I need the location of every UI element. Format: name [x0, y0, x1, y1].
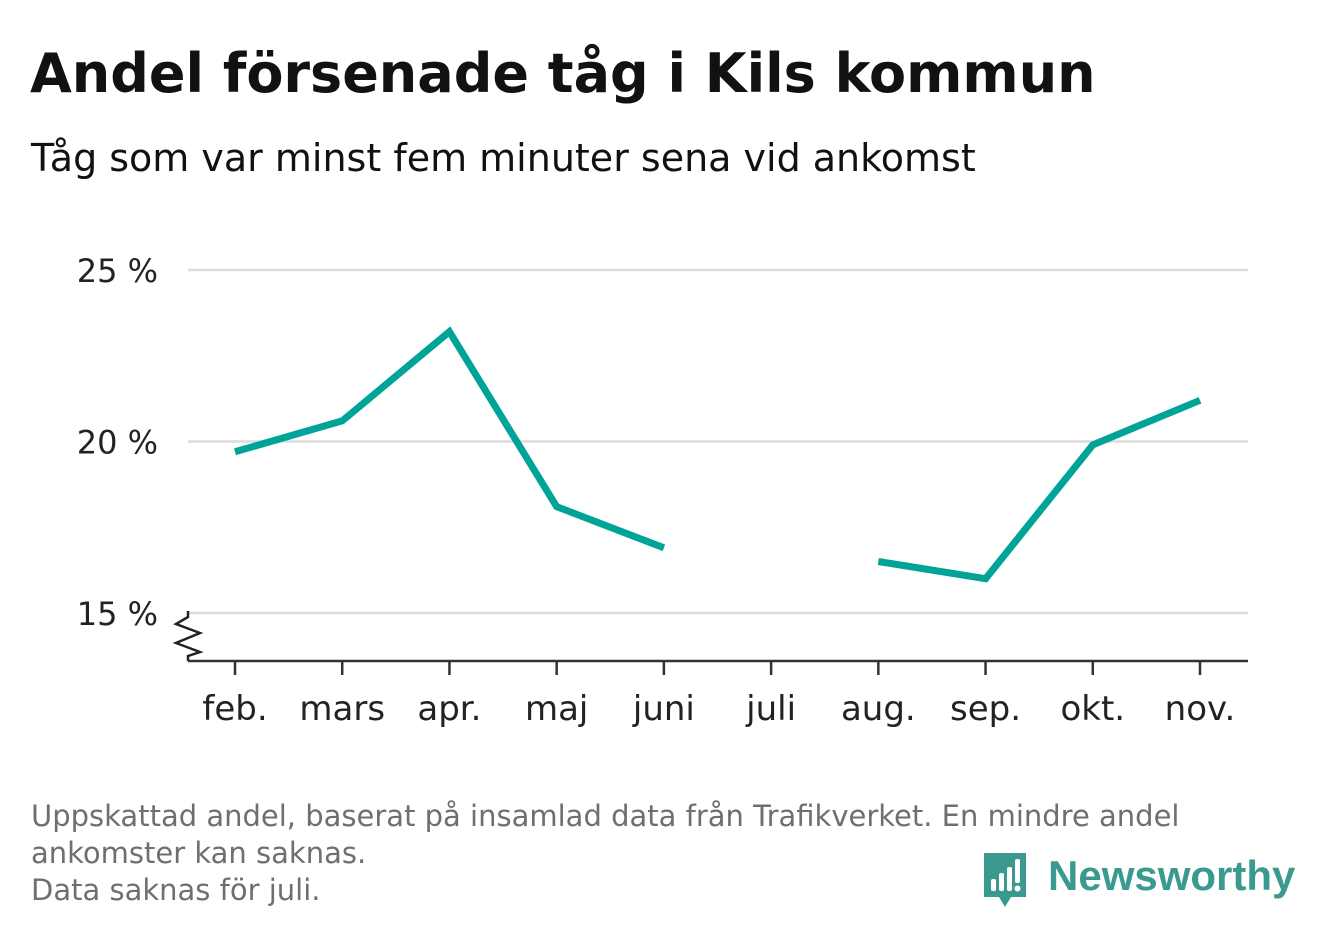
- y-axis-labels: 15 % 20 % 25 %: [77, 252, 158, 633]
- y-tick-label: 20 %: [77, 424, 158, 462]
- brand-name: Newsworthy: [1048, 852, 1296, 899]
- chart-title: Andel försenade tåg i Kils kommun: [30, 42, 1096, 105]
- x-tick-label: apr.: [417, 689, 481, 729]
- y-tick-label: 25 %: [77, 252, 158, 290]
- x-tick-label: mars: [299, 689, 385, 729]
- footnote-line: Data saknas för juli.: [31, 873, 321, 907]
- x-tick-label: okt.: [1060, 689, 1125, 729]
- series-lines: [234, 326, 1202, 583]
- x-axis: feb. mars apr. maj juni juli aug. sep. okt. nov.: [172, 611, 1248, 729]
- footnotes: Uppskattad andel, baserat på insamlad da…: [31, 798, 1291, 909]
- x-tick-label: juni: [632, 689, 695, 729]
- x-tick-label: feb.: [202, 689, 267, 729]
- x-tick-label: sep.: [950, 689, 1021, 729]
- series-line-segment: [234, 326, 666, 552]
- axis-break-mark: [172, 611, 204, 661]
- footnote-line: Uppskattad andel, baserat på insamlad da…: [31, 799, 1180, 833]
- series-line-segment: [877, 397, 1202, 583]
- y-tick-label: 15 %: [77, 595, 158, 633]
- chart-subtitle: Tåg som var minst fem minuter sena vid a…: [31, 136, 976, 180]
- x-tick-label: maj: [525, 689, 588, 729]
- bar-chart-speech-bubble-icon: [984, 853, 1026, 907]
- x-tick-label: juli: [745, 689, 796, 729]
- footnote-line: ankomster kan saknas.: [31, 836, 367, 870]
- x-tick-label: nov.: [1165, 689, 1236, 729]
- gridlines: [188, 268, 1248, 615]
- x-tick-label: aug.: [841, 689, 916, 729]
- brand-logo: Newsworthy: [980, 848, 1295, 912]
